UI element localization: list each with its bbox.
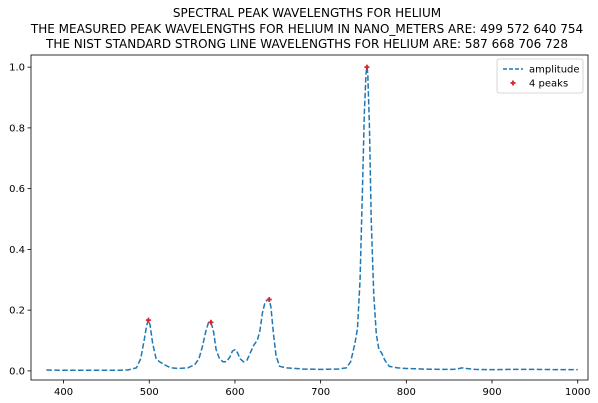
x-tick-label: 800 (397, 387, 416, 398)
chart-title-line-3: THE NIST STANDARD STRONG LINE WAVELENGTH… (45, 37, 568, 51)
y-tick-label: 0.2 (9, 306, 25, 317)
x-tick-label: 600 (225, 387, 244, 398)
y-tick-label: 0.4 (9, 245, 25, 256)
legend-peaks-label: 4 peaks (529, 79, 568, 90)
legend-box (496, 58, 584, 94)
y-axis: 0.0 0.2 0.4 0.6 0.8 1.0 (9, 63, 31, 377)
chart-title: SPECTRAL PEAK WAVELENGTHS FOR HELIUM THE… (30, 6, 583, 51)
axes-frame (30, 54, 589, 381)
y-tick-label: 0.8 (9, 123, 25, 134)
amplitude-series-line (46, 66, 578, 372)
x-axis: 400 500 600 700 800 900 1000 (54, 380, 590, 398)
legend-peaks-swatch (510, 80, 516, 86)
x-tick-label: 900 (482, 387, 501, 398)
y-tick-label: 0.6 (9, 184, 25, 195)
chart-title-line-1: SPECTRAL PEAK WAVELENGTHS FOR HELIUM (173, 6, 441, 20)
legend: amplitude 4 peaks (496, 58, 584, 94)
plot-area (46, 64, 578, 372)
x-tick-label: 400 (54, 387, 73, 398)
peak-marker (145, 317, 151, 323)
peak-marker (266, 297, 272, 303)
y-tick-label: 0.0 (9, 366, 25, 377)
y-tick-label: 1.0 (9, 63, 25, 74)
chart-title-line-2: THE MEASURED PEAK WAVELENGTHS FOR HELIUM… (30, 22, 583, 36)
peak-marker (208, 319, 214, 325)
x-tick-label: 700 (311, 387, 330, 398)
x-tick-label: 500 (140, 387, 159, 398)
x-tick-label: 1000 (565, 387, 590, 398)
legend-amplitude-label: amplitude (529, 65, 580, 76)
peak-marker (364, 64, 370, 70)
